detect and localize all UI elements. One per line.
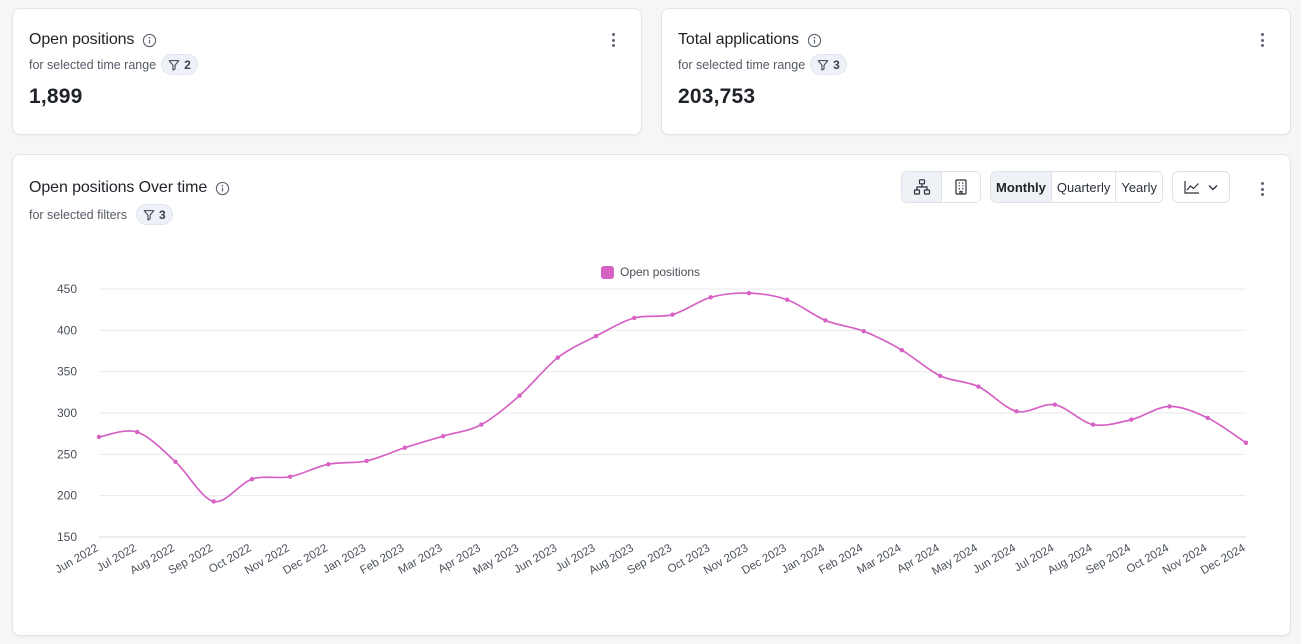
x-tick-label: Mar 2024 xyxy=(855,542,904,577)
hierarchy-view-button[interactable] xyxy=(902,172,942,202)
data-point[interactable] xyxy=(861,328,866,334)
card-title: Total applications xyxy=(678,31,799,48)
data-point[interactable] xyxy=(746,290,752,296)
chart-card-title: Open positions Over time xyxy=(29,179,208,196)
card-title: Open positions xyxy=(29,31,135,48)
data-point[interactable] xyxy=(823,318,828,323)
data-point[interactable] xyxy=(1129,417,1134,422)
data-point[interactable] xyxy=(976,384,981,389)
data-point[interactable] xyxy=(517,393,522,398)
data-point[interactable] xyxy=(1014,409,1019,414)
open-positions-over-time-card: Open positions Over time for selected fi… xyxy=(12,154,1291,636)
filter-icon xyxy=(817,59,829,71)
data-point[interactable] xyxy=(287,474,293,479)
data-point[interactable] xyxy=(135,429,140,435)
data-point[interactable] xyxy=(1052,402,1058,407)
card-subtitle: for selected time range xyxy=(29,57,157,72)
period-toggle: Monthly Quarterly Yearly xyxy=(990,171,1163,203)
filter-icon xyxy=(168,59,180,71)
filter-count: 2 xyxy=(184,57,191,72)
y-tick-label: 400 xyxy=(57,323,77,337)
data-point[interactable] xyxy=(899,347,905,353)
card-subtitle-row: for selected time range 3 xyxy=(678,54,847,75)
legend-label: Open positions xyxy=(620,265,700,279)
data-point[interactable] xyxy=(402,445,408,450)
more-options-icon[interactable] xyxy=(1255,179,1269,199)
data-point[interactable] xyxy=(670,312,675,317)
series-line xyxy=(98,292,1247,503)
period-quarterly-button[interactable]: Quarterly xyxy=(1050,172,1116,202)
x-tick-label: Mar 2023 xyxy=(397,542,445,577)
data-point[interactable] xyxy=(1167,404,1172,409)
data-point[interactable] xyxy=(96,434,102,440)
total-applications-card: Total applications for selected time ran… xyxy=(661,8,1291,135)
kpi-value: 1,899 xyxy=(29,85,83,108)
kpi-value: 203,753 xyxy=(678,85,756,108)
y-tick-label: 350 xyxy=(57,365,77,379)
data-point[interactable] xyxy=(211,499,216,504)
x-tick-label: Jun 2024 xyxy=(971,542,1019,576)
data-point[interactable] xyxy=(785,297,790,302)
data-point[interactable] xyxy=(440,433,446,439)
data-point[interactable] xyxy=(364,458,369,464)
x-tick-label: Sep 2024 xyxy=(1084,542,1133,577)
card-subtitle: for selected time range xyxy=(678,57,806,72)
y-tick-label: 150 xyxy=(57,530,77,544)
chart-type-dropdown[interactable] xyxy=(1172,171,1230,203)
building-view-button[interactable] xyxy=(941,172,981,202)
more-options-icon[interactable] xyxy=(1255,30,1269,50)
data-point[interactable] xyxy=(937,373,943,378)
filter-badge[interactable]: 3 xyxy=(135,204,173,225)
legend-swatch xyxy=(601,266,614,279)
data-point[interactable] xyxy=(1205,415,1210,421)
data-point[interactable] xyxy=(326,462,331,467)
data-point[interactable] xyxy=(555,355,560,360)
filter-count: 3 xyxy=(833,57,840,72)
x-tick-label: Jun 2023 xyxy=(512,542,559,576)
chart-toolbar: Monthly Quarterly Yearly xyxy=(901,171,1230,203)
chart-card-subtitle: for selected filters xyxy=(29,207,127,222)
data-point[interactable] xyxy=(593,333,599,339)
card-title-row: Open positions xyxy=(29,31,157,49)
info-icon[interactable] xyxy=(215,181,230,196)
filter-count: 3 xyxy=(158,207,166,222)
hierarchy-icon xyxy=(913,179,930,195)
period-yearly-button[interactable]: Yearly xyxy=(1115,172,1162,202)
x-tick-label: Dec 2024 xyxy=(1199,542,1248,577)
info-icon[interactable] xyxy=(807,33,822,48)
y-tick-label: 250 xyxy=(57,447,77,461)
period-monthly-button[interactable]: Monthly xyxy=(991,172,1051,202)
y-tick-label: 200 xyxy=(57,489,77,503)
filter-icon xyxy=(143,209,155,221)
data-point[interactable] xyxy=(249,476,255,482)
card-title-row: Total applications xyxy=(678,31,822,49)
data-point[interactable] xyxy=(479,422,484,427)
y-tick-label: 300 xyxy=(57,406,77,420)
more-options-icon[interactable] xyxy=(606,30,620,50)
data-point[interactable] xyxy=(708,295,713,300)
data-point[interactable] xyxy=(173,459,178,464)
line-chart-icon xyxy=(1184,181,1199,194)
view-toggle xyxy=(901,171,982,203)
open-positions-card: Open positions for selected time range 2… xyxy=(12,8,642,135)
y-tick-label: 450 xyxy=(57,282,77,296)
filter-badge[interactable]: 2 xyxy=(161,54,198,75)
data-point[interactable] xyxy=(1090,422,1096,427)
card-subtitle-row: for selected time range 2 xyxy=(29,54,198,75)
chevron-down-icon xyxy=(1208,184,1218,190)
data-point[interactable] xyxy=(632,315,637,321)
chart-subtitle-row: for selected filters 3 xyxy=(29,204,173,225)
chart-title-row: Open positions Over time xyxy=(29,179,230,197)
info-icon[interactable] xyxy=(142,33,157,48)
x-tick-label: Jun 2022 xyxy=(54,542,101,576)
building-icon xyxy=(955,179,967,195)
filter-badge[interactable]: 3 xyxy=(810,54,847,75)
data-point[interactable] xyxy=(1243,440,1249,445)
